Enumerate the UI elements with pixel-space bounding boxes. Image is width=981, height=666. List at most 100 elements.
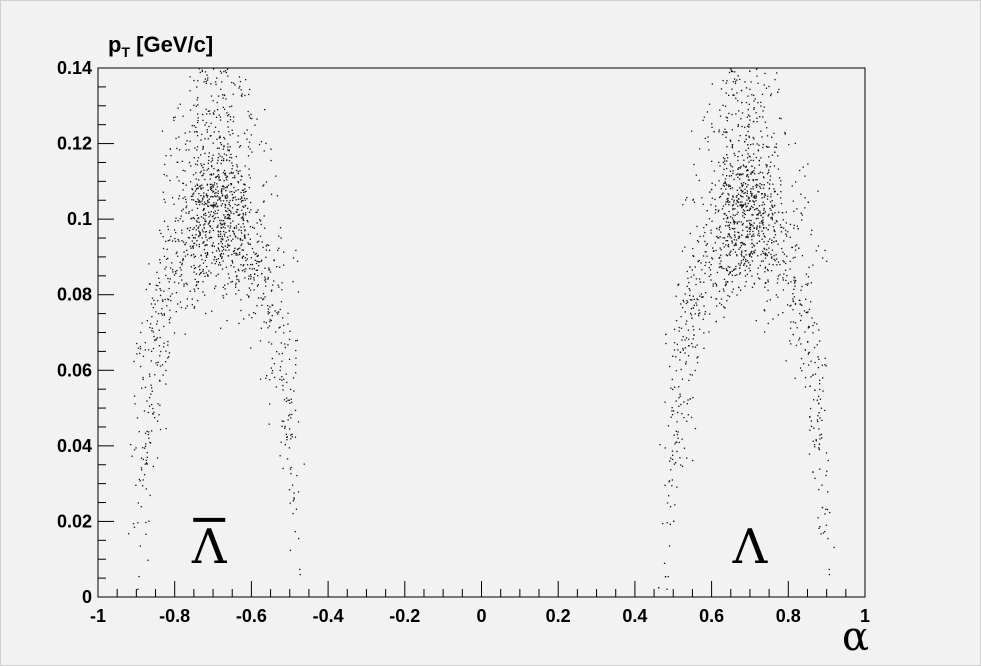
data-point [725,82,727,84]
data-point [773,188,775,190]
data-point [220,200,222,202]
data-point [233,249,236,252]
data-point [731,204,734,207]
data-point [152,331,154,333]
data-point [206,256,208,258]
data-point [285,400,288,403]
data-point [167,225,169,228]
data-point [710,264,712,266]
data-point [233,227,236,229]
data-point [218,231,220,233]
data-point [243,206,245,208]
data-point [182,208,184,210]
data-point [279,308,281,311]
data-point [202,145,204,148]
data-point [144,463,146,465]
data-point [193,256,195,258]
data-point [826,260,828,262]
data-point [191,217,193,219]
data-point [153,411,155,413]
data-point [162,300,164,303]
data-point [194,267,197,269]
data-point [741,184,743,186]
data-point [792,200,794,202]
data-point [762,260,764,262]
data-point [295,249,297,252]
data-point [687,399,689,401]
data-point [250,134,252,136]
data-point [727,281,729,283]
data-point [240,217,243,219]
data-point [226,214,229,216]
data-point [232,172,234,174]
data-point [193,192,195,194]
data-point [762,110,764,112]
data-point [278,286,280,288]
data-point [156,271,158,273]
data-point [208,125,210,128]
data-point [206,253,209,255]
data-point [719,109,721,111]
data-point [161,299,164,301]
data-point [762,252,764,254]
data-point [202,209,204,212]
data-point [203,207,205,210]
data-point [159,379,161,382]
data-point [147,411,150,414]
data-point [175,272,177,275]
data-point [722,161,724,164]
data-point [722,157,725,159]
data-point [759,171,762,173]
data-point [156,323,158,325]
data-point [184,143,187,145]
data-point [817,245,820,247]
data-point [269,271,272,273]
data-point [211,189,213,192]
data-point [159,262,161,264]
data-point [139,480,141,482]
data-point [691,317,693,319]
data-point [287,344,289,346]
data-point [796,225,798,227]
data-point [808,351,810,353]
data-point [174,271,177,273]
data-point [763,247,765,249]
data-point [818,428,820,430]
data-point [167,257,169,259]
data-point [711,160,713,162]
data-point [773,165,776,167]
data-point [678,330,680,332]
data-point [242,216,244,218]
data-point [751,94,753,96]
data-point [745,226,747,228]
data-point [774,230,776,233]
data-point [243,197,246,199]
data-point [231,81,233,84]
data-point [194,200,197,203]
x-tick-label: 0.2 [546,606,571,626]
data-point [186,249,188,252]
data-point [173,274,176,276]
data-point [229,225,232,227]
data-point [767,182,769,184]
data-point [178,282,180,284]
data-point [750,188,752,190]
data-point [738,140,740,142]
data-point [242,205,244,208]
data-point [782,279,784,281]
data-point [729,201,731,203]
data-point [734,227,736,230]
data-point [791,185,793,187]
data-point [775,254,777,256]
data-point [289,468,292,470]
data-point [714,212,717,214]
data-point [798,339,800,341]
data-point [224,216,226,218]
data-point [819,383,821,385]
data-point [731,242,734,244]
data-point [233,233,235,235]
data-point [765,253,767,255]
data-point [144,386,147,388]
data-point [205,80,207,83]
data-point [295,372,297,374]
